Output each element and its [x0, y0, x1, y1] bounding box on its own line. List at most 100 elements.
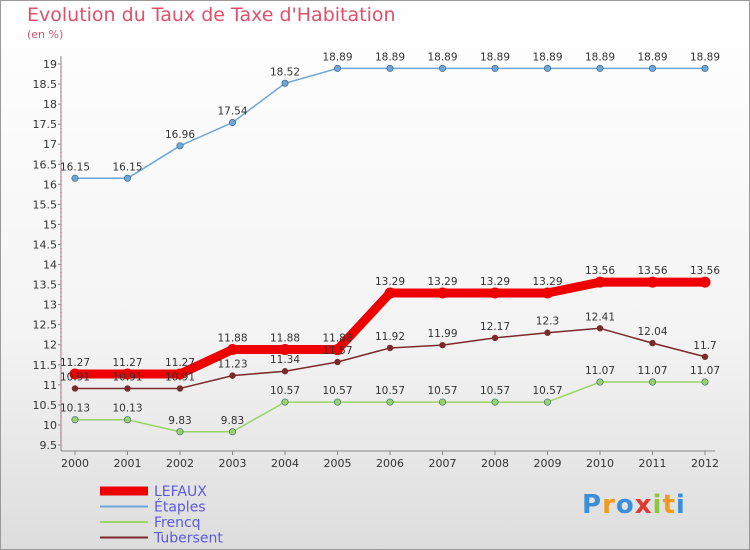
- x-tick-label: 2005: [324, 457, 352, 470]
- data-label: 9.83: [168, 415, 191, 427]
- data-label: 10.57: [480, 385, 510, 397]
- legend-label: LEFAUX: [154, 484, 207, 500]
- y-tick-label: 13: [43, 299, 57, 312]
- data-point: [491, 398, 499, 406]
- data-label: 11.34: [270, 354, 300, 366]
- data-label: 18.89: [637, 51, 667, 63]
- data-point: [648, 64, 656, 72]
- legend-label: Frencq: [154, 515, 201, 531]
- x-tick-label: 2012: [691, 457, 719, 470]
- data-point: [384, 287, 396, 299]
- legend-label: Tubersent: [153, 531, 223, 547]
- data-point: [438, 398, 446, 406]
- data-label: 10.57: [270, 385, 300, 397]
- data-label: 10.13: [60, 403, 90, 415]
- y-tick-label: 10: [43, 419, 57, 432]
- data-label: 12.3: [536, 316, 559, 328]
- data-label: 11.57: [322, 345, 352, 357]
- data-label: 16.15: [112, 161, 142, 173]
- data-point: [174, 368, 186, 380]
- data-label: 10.57: [322, 385, 352, 397]
- data-point: [596, 64, 604, 72]
- y-tick-label: 12: [43, 339, 57, 352]
- data-point: [596, 378, 604, 386]
- y-tick-label: 18.5: [33, 78, 58, 91]
- data-point: [69, 368, 81, 380]
- y-tick-label: 18: [43, 98, 57, 111]
- x-tick-label: 2010: [586, 457, 614, 470]
- data-label: 18.89: [480, 51, 510, 63]
- data-point: [176, 142, 184, 150]
- data-point: [333, 398, 341, 406]
- y-tick-label: 11: [43, 379, 57, 392]
- data-label: 18.52: [270, 66, 300, 78]
- x-tick-label: 2009: [534, 457, 562, 470]
- y-tick-label: 11.5: [33, 359, 58, 372]
- data-label: 18.89: [427, 51, 457, 63]
- data-point: [544, 329, 551, 336]
- data-point: [386, 398, 394, 406]
- data-point: [176, 385, 184, 392]
- data-point: [542, 287, 553, 299]
- data-point: [281, 368, 289, 375]
- x-tick-label: 2000: [61, 457, 89, 470]
- y-tick-label: 19: [43, 58, 57, 71]
- data-label: 10.91: [60, 371, 90, 383]
- data-label: 12.41: [585, 311, 615, 323]
- y-tick-label: 12.5: [33, 319, 58, 332]
- data-label: 11.88: [270, 333, 300, 345]
- data-label: 11.7: [693, 340, 716, 352]
- y-unit-label: (en %): [27, 28, 64, 41]
- data-label: 16.96: [165, 129, 195, 141]
- logo-letter: i: [675, 490, 686, 520]
- x-tick-label: 2007: [429, 457, 457, 470]
- data-label: 11.27: [112, 357, 142, 369]
- data-point: [71, 385, 79, 392]
- data-label: 13.29: [532, 276, 562, 288]
- data-label: 11.88: [217, 333, 247, 345]
- data-label: 10.57: [532, 385, 562, 397]
- data-point: [439, 341, 446, 349]
- logo-letter: t: [662, 490, 676, 520]
- data-point: [647, 276, 658, 288]
- data-label: 12.04: [637, 326, 667, 338]
- data-label: 11.27: [165, 357, 195, 369]
- data-point: [699, 276, 711, 288]
- x-tick-label: 2004: [271, 457, 299, 470]
- y-tick-label: 10.5: [33, 399, 58, 412]
- data-label: 10.57: [427, 385, 457, 397]
- data-point: [649, 339, 656, 347]
- data-point: [596, 325, 604, 332]
- y-tick-label: 17: [43, 138, 57, 151]
- logo-letter: P: [582, 490, 603, 520]
- data-point: [281, 79, 289, 87]
- data-point: [701, 378, 709, 386]
- data-point: [489, 287, 501, 299]
- y-tick-label: 15.5: [33, 198, 58, 211]
- data-point: [124, 416, 132, 424]
- chart-title: Evolution du Taux de Taxe d'Habitation: [27, 4, 396, 26]
- x-tick-label: 2006: [376, 457, 404, 470]
- data-point: [176, 428, 184, 436]
- data-label: 11.07: [690, 365, 720, 377]
- data-point: [124, 174, 132, 182]
- data-point: [334, 358, 341, 366]
- data-point: [124, 385, 131, 392]
- x-tick-label: 2001: [114, 457, 142, 470]
- data-point: [438, 64, 446, 72]
- data-point: [386, 64, 394, 72]
- data-point: [229, 428, 237, 436]
- series-line-1: [74, 67, 706, 180]
- data-point: [281, 398, 289, 406]
- data-point: [648, 378, 656, 386]
- data-label: 13.56: [690, 265, 720, 277]
- x-tick-label: 2008: [481, 457, 509, 470]
- data-label: 11.27: [60, 357, 90, 369]
- data-label: 10.91: [112, 371, 142, 383]
- data-label: 11.07: [637, 365, 667, 377]
- logo-letter: x: [634, 490, 653, 520]
- data-point: [594, 276, 606, 288]
- data-point: [71, 416, 79, 424]
- data-point: [332, 344, 343, 356]
